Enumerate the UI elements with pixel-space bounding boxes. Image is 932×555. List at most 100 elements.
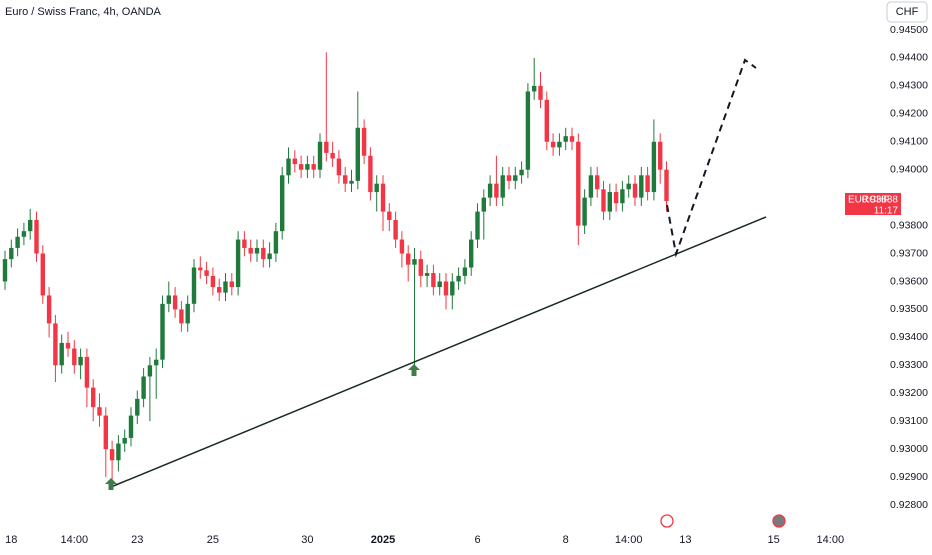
y-tick-label: 0.94200: [890, 108, 928, 120]
candle-body: [645, 175, 650, 193]
candle-body: [550, 141, 556, 148]
candle-body: [122, 437, 127, 444]
candle-body: [135, 398, 140, 416]
candle-body: [298, 164, 304, 170]
candle-body: [147, 365, 153, 377]
candle-body: [532, 85, 537, 92]
candle-body: [166, 295, 171, 304]
candle-body: [254, 247, 260, 254]
candle-body: [160, 303, 165, 360]
candle-body: [292, 158, 297, 165]
candle-body: [443, 281, 449, 296]
candle-body: [355, 127, 360, 181]
candle-body: [2, 259, 8, 282]
event-icon[interactable]: [772, 514, 786, 528]
candle-body: [53, 323, 58, 366]
candle-body: [343, 175, 348, 184]
candle-body: [261, 247, 266, 260]
candle-body: [374, 183, 379, 193]
candle-body: [191, 267, 197, 304]
candle-body: [626, 183, 631, 190]
candle-body: [154, 359, 159, 366]
candle-body: [525, 91, 531, 170]
candle-body: [267, 253, 272, 260]
candle-body: [368, 155, 373, 193]
candle-body: [437, 281, 442, 288]
candle-body: [513, 175, 518, 181]
candle-body: [305, 164, 310, 170]
candle-body: [273, 231, 279, 254]
candle-body: [210, 275, 216, 288]
candle-body: [72, 348, 77, 366]
x-tick-label: 2025: [371, 534, 395, 546]
candle-body: [387, 211, 392, 220]
x-tick-label: 13: [679, 534, 691, 546]
candle-body: [601, 189, 606, 212]
candle-body: [21, 231, 27, 237]
last-price: 0.93888: [862, 195, 899, 206]
candle-body: [9, 247, 14, 260]
x-tick-label: 23: [131, 534, 143, 546]
candle-body: [317, 141, 323, 170]
candle-body: [248, 247, 253, 254]
candle-body: [639, 175, 644, 198]
candle-body: [349, 180, 354, 184]
price-label: [845, 193, 901, 215]
y-tick-label: 0.93400: [890, 331, 928, 343]
candle-body: [97, 407, 102, 416]
candles: [2, 52, 669, 483]
candle-body: [450, 281, 455, 296]
x-tick-label: 15: [767, 534, 779, 546]
y-tick-label: 0.93300: [890, 359, 928, 371]
event-icon[interactable]: [660, 514, 674, 528]
candle-body: [198, 267, 203, 271]
x-tick-label: 8: [563, 534, 569, 546]
x-tick-label: 14:00: [817, 534, 845, 546]
y-tick-label: 0.94100: [890, 136, 928, 148]
candle-body: [330, 152, 335, 159]
x-tick-label: 6: [474, 534, 480, 546]
candle-body: [424, 273, 430, 276]
candle-body: [582, 197, 587, 226]
candle-body: [361, 127, 367, 156]
candle-body: [588, 175, 594, 198]
candle-body: [481, 197, 486, 212]
chart-title: Euro / Swiss Franc, 4h, OANDA: [5, 6, 162, 18]
candle-body: [399, 239, 405, 254]
candle-body: [78, 356, 83, 366]
candle-body: [664, 169, 669, 201]
candle-body: [494, 183, 499, 198]
candle-body: [311, 164, 316, 170]
candle-body: [141, 376, 146, 399]
candle-body: [563, 136, 568, 142]
candle-body: [223, 281, 228, 293]
candle-body: [103, 415, 108, 450]
x-tick-label: 30: [301, 534, 313, 546]
candle-body: [519, 169, 524, 176]
y-tick-label: 0.94400: [890, 52, 928, 64]
currency-button[interactable]: [886, 1, 928, 23]
candle-body: [475, 211, 480, 240]
candle-body: [569, 136, 575, 142]
y-tick-label: 0.93100: [890, 415, 928, 427]
x-tick-label: 14:00: [61, 534, 89, 546]
symbol-label: EURCHF: [848, 195, 890, 206]
candle-body: [229, 281, 234, 288]
trend-line: [110, 216, 767, 488]
y-tick-label: 0.94000: [890, 163, 928, 175]
candle-body: [456, 275, 461, 282]
candle-body: [412, 259, 417, 265]
y-tick-label: 0.93600: [890, 275, 928, 287]
y-tick-label: 0.93700: [890, 247, 928, 259]
up-arrow: [105, 478, 117, 490]
candle-body: [469, 239, 474, 268]
y-tick-label: 0.92800: [890, 499, 928, 511]
candle-body: [607, 192, 612, 212]
candle-body: [172, 295, 178, 310]
candle-body: [185, 303, 190, 324]
candle-body: [28, 220, 33, 232]
candle-body: [506, 175, 512, 181]
candle-body: [620, 189, 625, 204]
candle-body: [109, 449, 115, 461]
candle-body: [204, 270, 209, 276]
